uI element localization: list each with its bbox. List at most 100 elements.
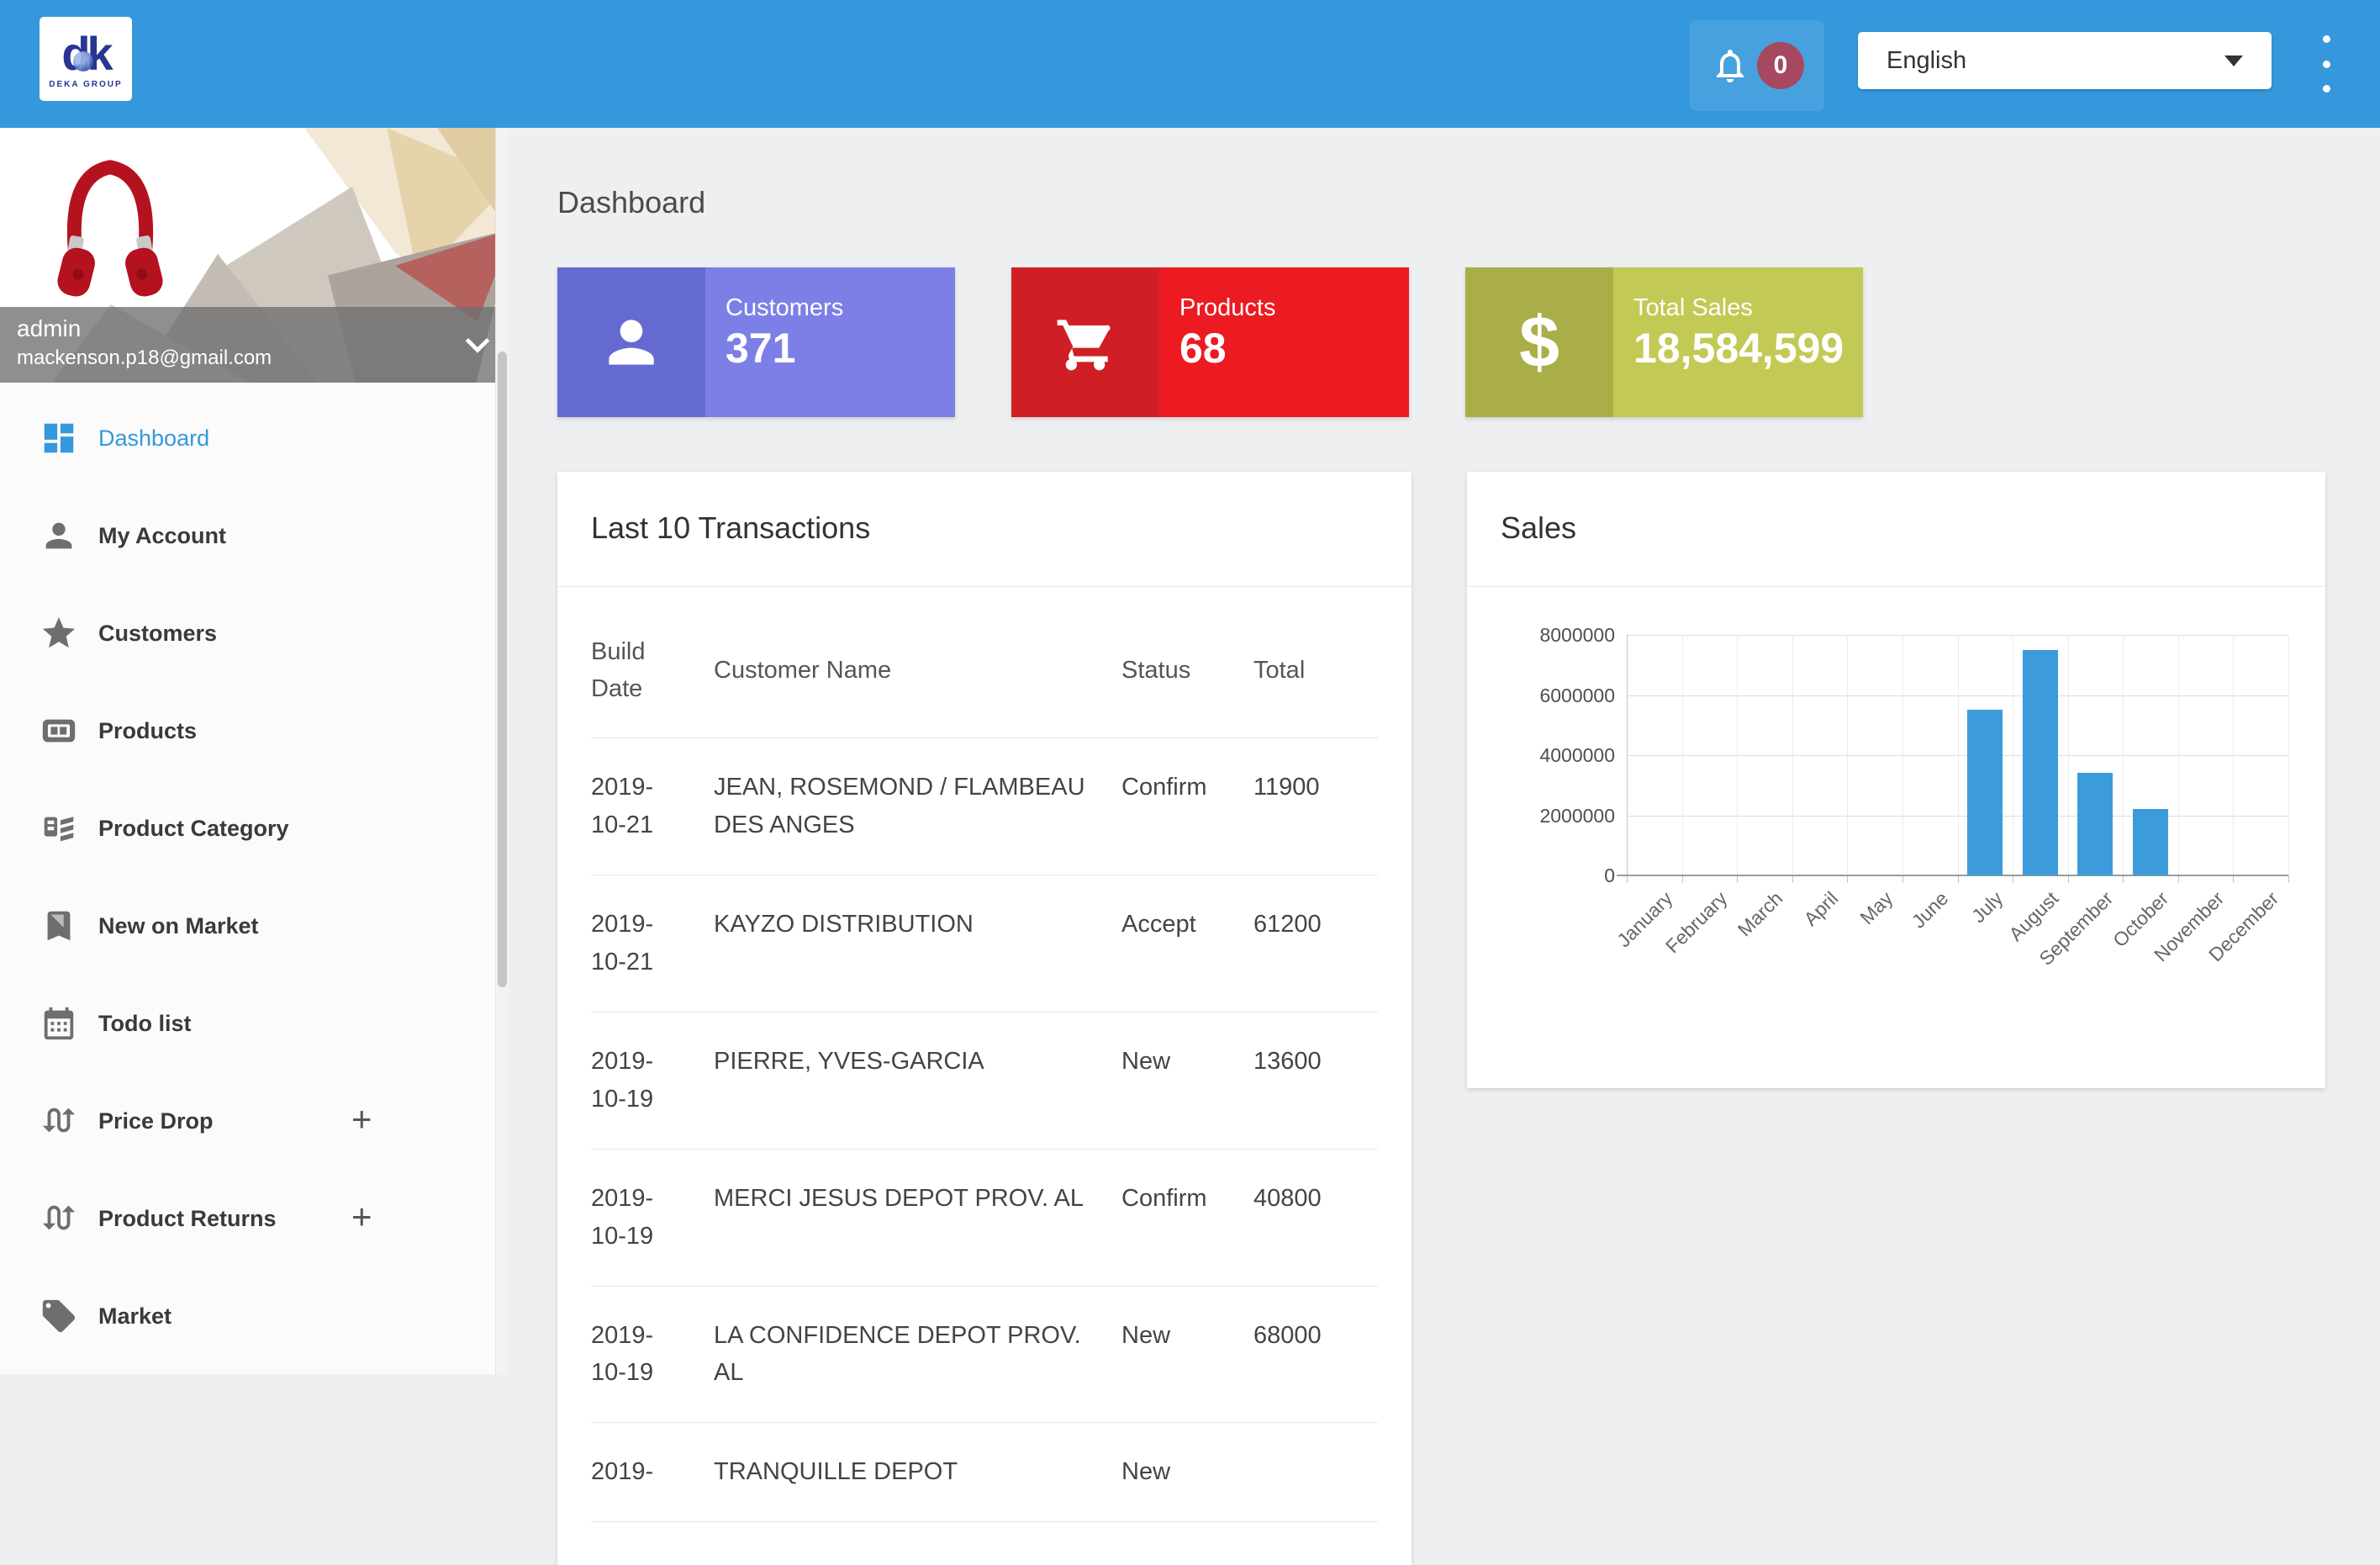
axis-tick	[1957, 875, 1959, 883]
cart-icon	[1011, 267, 1159, 417]
axis-tick	[2067, 875, 2069, 883]
column-header-customer-name: Customer Name	[714, 587, 1121, 738]
axis-tick	[2123, 875, 2124, 883]
chevron-down-icon	[2224, 55, 2243, 66]
sidebar-item-my-account[interactable]: My Account	[0, 487, 495, 584]
axis-tick	[2233, 875, 2235, 883]
gridline	[2233, 635, 2235, 875]
x-axis-tick-label: March	[1733, 887, 1787, 941]
profile-email: mackenson.p18@gmail.com	[17, 346, 272, 369]
table-row: 2019-10-19 MERCI JESUS DEPOT PROV. AL Conf…	[591, 1149, 1378, 1287]
sidebar-item-label: Products	[98, 717, 198, 743]
cell-customer-name: KAYZO DISTRIBUTION	[714, 875, 1121, 1012]
cell-customer-name: MERCI JESUS DEPOT PROV. AL	[714, 1149, 1121, 1287]
stat-card-body: Products 68	[1159, 267, 1409, 417]
sidebar-scrollbar[interactable]	[495, 128, 509, 1374]
table-row: 2019-10-19 PIERRE, YVES-GARCIA New 13600	[591, 1012, 1378, 1150]
transactions-card: Last 10 Transactions Build Date Customer …	[557, 472, 1412, 1565]
profile-name: admin	[17, 315, 82, 341]
column-header-status: Status	[1121, 587, 1253, 738]
sidebar-item-label: Customers	[98, 620, 218, 646]
y-axis-tick-label: 2000000	[1539, 804, 1615, 827]
cell-total: 40800	[1253, 1149, 1378, 1287]
notifications-button[interactable]: 0	[1690, 20, 1824, 111]
kebab-menu-icon[interactable]	[2309, 34, 2343, 94]
axis-tick	[1792, 875, 1793, 883]
sales-card: Sales 8000000 6000000 4000000 2000000 0 Janua…	[1467, 472, 2325, 1088]
person-icon	[557, 267, 705, 417]
cell-build-date: 2019-10-21	[591, 738, 714, 875]
language-selected-value: English	[1887, 46, 1967, 74]
sidebar-item-customers[interactable]: Customers	[0, 584, 495, 682]
sidebar-item-product-category[interactable]: Product Category	[0, 780, 495, 877]
profile-overlay: admin mackenson.p18@gmail.com	[0, 307, 509, 383]
divider	[557, 586, 1412, 587]
sidebar: admin mackenson.p18@gmail.com Dashboard M…	[0, 128, 509, 1374]
stat-card-total-sales: $ Total Sales 18,584,599	[1465, 267, 1863, 417]
bar-august	[2022, 649, 2058, 875]
axis-tick	[1737, 875, 1739, 883]
stat-card-products: Products 68	[1011, 267, 1409, 417]
cell-total: 11900	[1253, 738, 1378, 875]
app-logo[interactable]: dk DEKA GROUP	[40, 17, 132, 101]
column-header-build-date: Build Date	[591, 587, 714, 738]
cell-status: Accept	[1121, 875, 1253, 1012]
gridline	[1957, 635, 1959, 875]
stat-card-value: 68	[1179, 325, 1227, 372]
sales-bar-chart: 8000000 6000000 4000000 2000000 0 January Febr…	[1539, 624, 2289, 970]
page-title: Dashboard	[557, 185, 706, 219]
axis-tick	[1681, 875, 1683, 883]
cell-customer-name: LA CONFIDENCE DEPOT PROV. AL	[714, 1286, 1121, 1424]
table-row: 2019-10-19 LA CONFIDENCE DEPOT PROV. AL Ne…	[591, 1286, 1378, 1424]
sidebar-item-new-on-market[interactable]: New on Market	[0, 877, 495, 975]
cell-status: New	[1121, 1422, 1253, 1523]
table-row: 2019-10-21 JEAN, ROSEMOND / FLAMBEAU DES …	[591, 738, 1378, 875]
x-axis-tick-label: June	[1907, 887, 1953, 933]
gridline	[1792, 635, 1793, 875]
sidebar-item-todo-list[interactable]: Todo list	[0, 975, 495, 1072]
sidebar-item-dashboard[interactable]: Dashboard	[0, 389, 495, 487]
stat-card-value: 18,584,599	[1633, 325, 1844, 372]
sidebar-item-product-returns[interactable]: Product Returns +	[0, 1170, 495, 1267]
divider	[1467, 586, 2325, 587]
y-axis-tick-label: 8000000	[1539, 624, 1615, 646]
category-icon	[40, 809, 78, 848]
axis-tick	[1847, 875, 1849, 883]
language-select[interactable]: English	[1858, 32, 2272, 89]
axis-tick	[2177, 875, 2179, 883]
cell-customer-name: PIERRE, YVES-GARCIA	[714, 1012, 1121, 1150]
calendar-icon	[40, 1004, 78, 1043]
globe-icon	[73, 50, 94, 71]
sidebar-item-market[interactable]: Market	[0, 1267, 495, 1365]
profile-expand-button[interactable]	[462, 329, 493, 361]
axis-tick	[1627, 875, 1628, 883]
cell-total	[1253, 1422, 1378, 1523]
sidebar-item-label: Todo list	[98, 1010, 192, 1036]
cell-status: New	[1121, 1012, 1253, 1150]
cell-total: 13600	[1253, 1012, 1378, 1150]
logo-caption: DEKA GROUP	[49, 79, 123, 89]
y-axis-tick-label: 4000000	[1539, 744, 1615, 766]
cell-build-date: 2019-	[591, 1422, 714, 1523]
stat-card-label: Products	[1179, 294, 1276, 321]
sidebar-item-products[interactable]: Products	[0, 682, 495, 780]
axis-tick	[2288, 875, 2289, 883]
gridline	[1681, 635, 1683, 875]
sidebar-item-price-drop[interactable]: Price Drop +	[0, 1072, 495, 1170]
expand-plus-icon[interactable]: +	[351, 1197, 372, 1237]
scrollbar-thumb[interactable]	[498, 352, 507, 987]
swap-icon	[40, 1102, 78, 1140]
dashboard-icon	[40, 419, 78, 457]
topbar: dk DEKA GROUP 0 English	[0, 0, 2380, 128]
expand-plus-icon[interactable]: +	[351, 1099, 372, 1139]
y-axis	[1627, 635, 1628, 875]
cell-total: 61200	[1253, 875, 1378, 1012]
cell-build-date: 2019-10-19	[591, 1286, 714, 1424]
gridline	[2288, 635, 2289, 875]
gridline	[1902, 635, 1903, 875]
stat-card-label: Customers	[726, 294, 844, 321]
products-icon	[40, 711, 78, 750]
main-content: Dashboard Customers 371 Products 68 $ Total S…	[509, 128, 2380, 1565]
cell-build-date: 2019-10-19	[591, 1012, 714, 1150]
cell-customer-name: TRANQUILLE DEPOT	[714, 1422, 1121, 1523]
